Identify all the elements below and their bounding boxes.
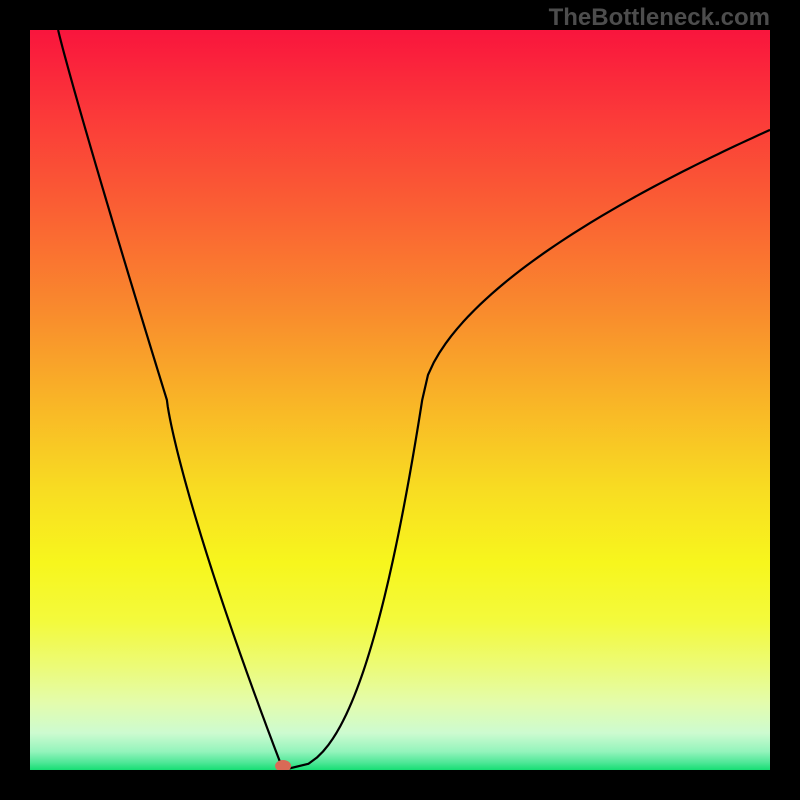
- gradient-plot: [30, 30, 770, 770]
- plot-area: [30, 30, 770, 770]
- gradient-background: [30, 30, 770, 770]
- watermark-text: TheBottleneck.com: [549, 4, 770, 32]
- chart-container: TheBottleneck.com: [0, 0, 800, 800]
